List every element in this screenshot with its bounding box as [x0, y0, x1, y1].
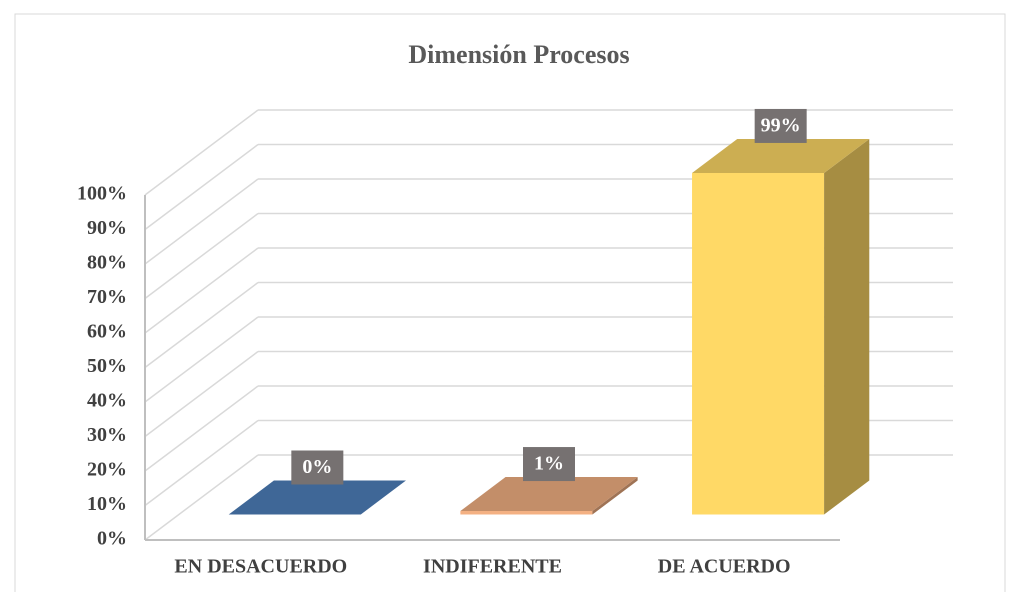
grid-line: [144, 350, 259, 438]
grid-line: [144, 143, 259, 231]
y-tick-label: 80%: [87, 252, 127, 274]
y-tick-label: 0%: [97, 528, 127, 550]
value-label-box: [523, 447, 575, 482]
grid-line: [144, 385, 259, 472]
x-tick-label: EN DESACUERDO: [174, 556, 347, 578]
y-tick-label: 50%: [87, 355, 127, 377]
grid-line: [144, 247, 259, 334]
bar-top: [228, 480, 406, 515]
bar-front: [692, 172, 825, 515]
y-tick-label: 10%: [87, 493, 127, 515]
y-tick-label: 20%: [87, 459, 127, 481]
grid-line: [144, 454, 259, 541]
x-tick-label: DE ACUERDO: [658, 556, 791, 578]
value-label: 1%: [534, 453, 564, 475]
y-tick-label: 100%: [77, 183, 127, 205]
y-tick-label: 40%: [87, 390, 127, 412]
value-label-box: [754, 108, 807, 143]
bar-top: [692, 138, 870, 173]
y-tick-label: 60%: [87, 321, 127, 343]
grid-line: [144, 281, 259, 369]
bar-top: [460, 477, 638, 512]
grid-line: [144, 419, 259, 507]
y-tick-label: 70%: [87, 286, 127, 308]
value-label: 99%: [761, 115, 801, 137]
bar-front: [460, 511, 593, 515]
grid-line: [144, 316, 259, 403]
chart-title: Dimensión Procesos: [408, 40, 629, 69]
grid-line: [144, 109, 259, 196]
bar-side: [824, 138, 870, 515]
y-tick-label: 30%: [87, 424, 127, 446]
bar-side: [592, 477, 638, 515]
y-tick-label: 90%: [87, 217, 127, 239]
grid-line: [144, 212, 259, 300]
grid-line: [144, 178, 259, 265]
value-label-box: [291, 450, 344, 485]
value-label: 0%: [302, 456, 332, 478]
x-tick-label: INDIFERENTE: [423, 556, 562, 578]
